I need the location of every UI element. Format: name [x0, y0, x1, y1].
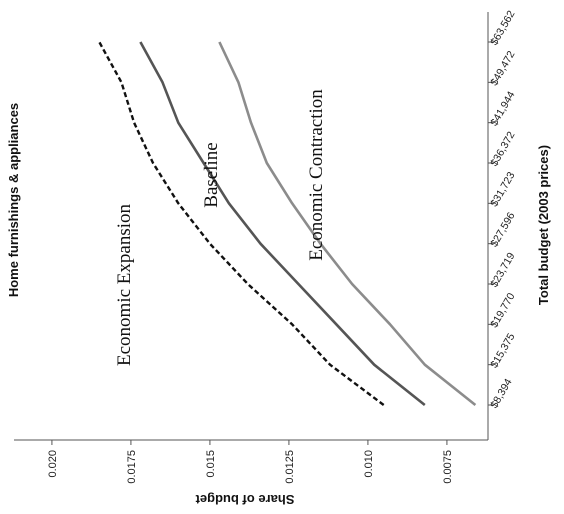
- x-tick-label: $63,562: [488, 8, 517, 47]
- x-tick-label: $31,723: [488, 170, 517, 209]
- series-line-economic-contraction: [218, 41, 477, 407]
- x-ticks: $8,394 $15,375$19,770$23,719$27,596$31,72…: [488, 8, 518, 411]
- x-tick-label: $19,770: [488, 291, 517, 330]
- x-tick-label: $49,472: [488, 49, 517, 88]
- series-lines: [98, 41, 477, 407]
- y-ticks: 0.020 0.0175 0.015 0.0125 0.010 0.0075: [47, 440, 454, 484]
- series-label-baseline: Baseline: [201, 142, 222, 207]
- y-tick-label: 0.0075: [442, 450, 454, 484]
- x-tick-label: $15,375: [488, 331, 517, 370]
- series-label-economic-contraction: Economic Contraction: [306, 89, 327, 261]
- series-line-baseline: [139, 41, 426, 407]
- series-line-economic-expansion: [98, 41, 385, 406]
- x-axis-title: Total budget (2003 prices): [536, 145, 551, 305]
- y-tick-label: 0.010: [363, 450, 375, 478]
- y-tick-label: 0.015: [205, 450, 217, 478]
- y-axis-title: Share of budget: [195, 492, 295, 507]
- x-tick-label: $23,719: [488, 250, 517, 289]
- series-label-economic-expansion: Economic Expansion: [114, 204, 135, 366]
- chart-title: Home furnishings & appliances: [6, 103, 21, 297]
- x-tick-label: $27,596: [488, 210, 517, 249]
- plot-area: 0.020 0.0175 0.015 0.0125 0.010 0.0075 $8,394…: [14, 8, 518, 484]
- y-tick-label: 0.020: [47, 450, 59, 478]
- y-tick-label: 0.0125: [284, 450, 296, 484]
- x-tick-label: $36,372: [488, 129, 517, 168]
- x-tick-label: $41,944: [488, 89, 517, 128]
- y-tick-label: 0.0175: [126, 450, 138, 484]
- x-tick-label: $8,394: [488, 377, 515, 411]
